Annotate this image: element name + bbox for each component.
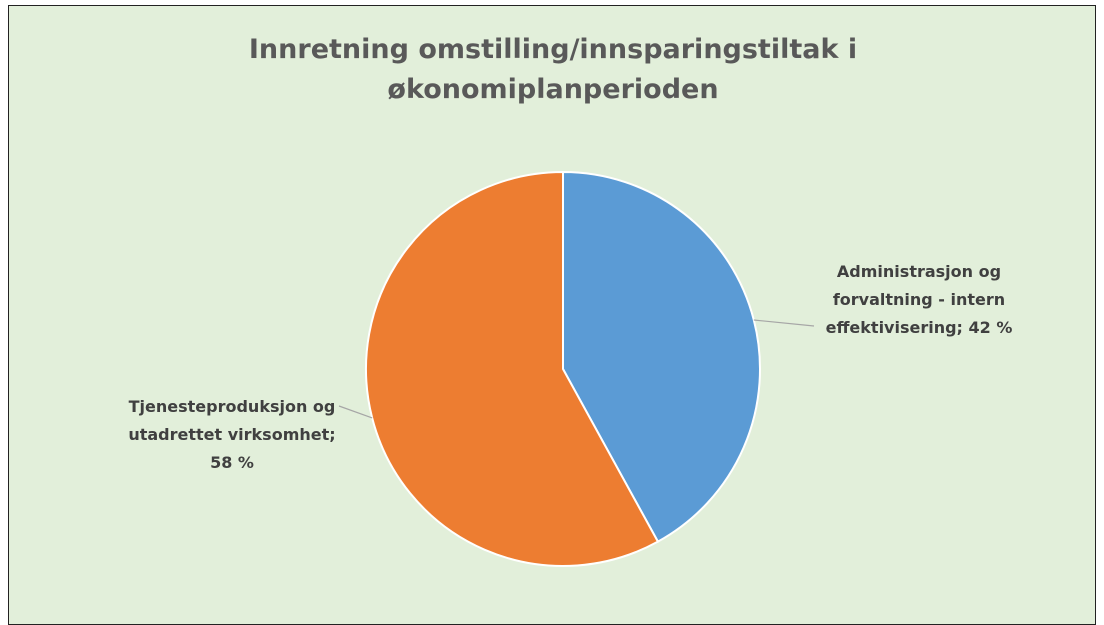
chart	[338, 170, 815, 567]
pie-slice	[562, 170, 761, 543]
leader-line	[753, 319, 815, 327]
title-box: Innretning omstilling/innsparingstiltak …	[9, 30, 1097, 110]
data-label: Administrasjon og forvaltning - intern e…	[825, 262, 1013, 337]
chart-title: Innretning omstilling/innsparingstiltak …	[248, 34, 858, 105]
leader-line	[338, 405, 373, 419]
chart-area: Innretning omstilling/innsparingstiltak …	[8, 5, 1096, 625]
data-label: Tjenesteproduksjon og utadrettet virksom…	[128, 397, 336, 472]
